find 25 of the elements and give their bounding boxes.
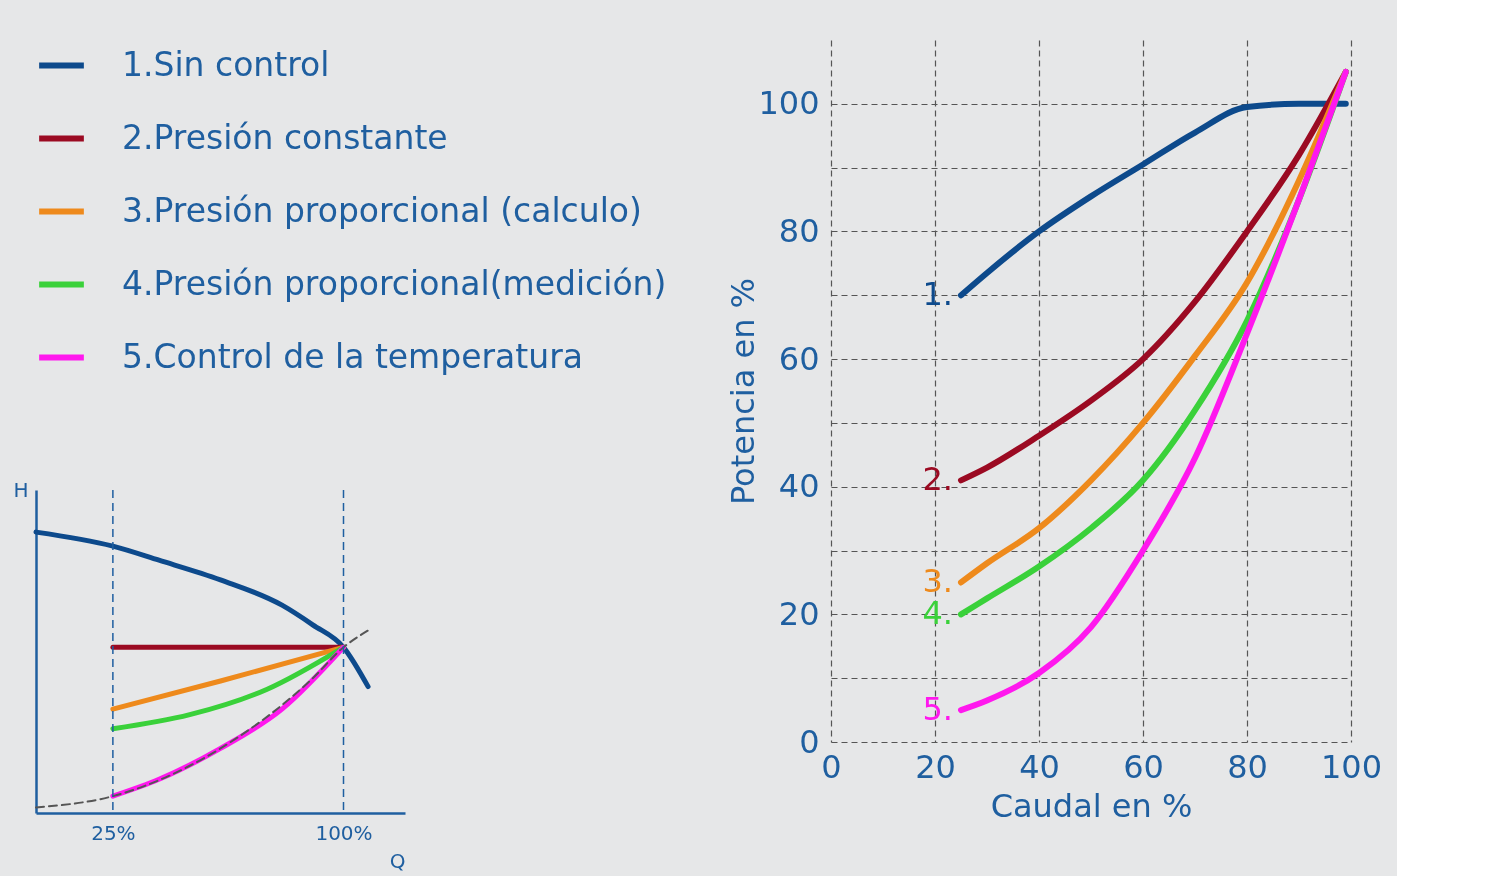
y-axis-title: H [13,477,29,502]
y-tick-label: 100 [758,84,820,123]
legend-label: 4.Presión proporcional(medición) [122,263,667,303]
annotation: 5. [922,690,953,729]
legend-label: 5.Control de la temperatura [122,336,583,376]
y-tick-label: 20 [778,594,820,633]
y-axis-title: Potencia en % [724,277,763,506]
x-tick-label: 100% [315,820,373,845]
x-tick-label: 80 [1227,747,1268,786]
x-axis-title: Caudal en % [990,786,1193,825]
legend-label: 3.Presión proporcional (calculo) [122,190,642,230]
x-tick-label: 100 [1320,747,1383,786]
y-tick-label: 80 [778,211,820,250]
x-tick-label: 25% [91,820,136,845]
y-tick-label: 40 [778,467,820,506]
x-axis-title: Q [389,848,406,873]
x-tick-label: 20 [915,747,956,786]
y-tick-label: 60 [778,339,820,378]
legend-label: 1.Sin control [122,44,330,84]
annotation: 2. [922,460,953,499]
legend-label: 2.Presión constante [122,117,448,157]
x-tick-label: 40 [1019,747,1060,786]
x-tick-label: 60 [1123,747,1164,786]
y-tick-label: 0 [799,722,820,761]
annotation: 1. [922,275,953,314]
